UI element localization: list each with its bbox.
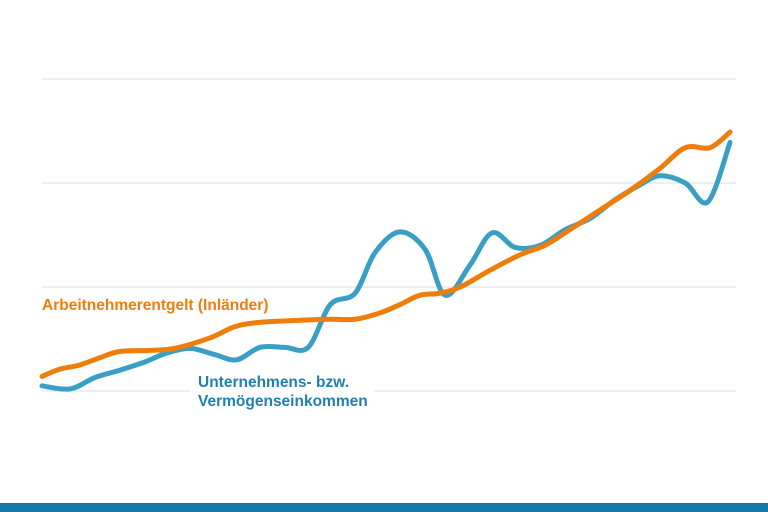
- series-label-line-1: Unternehmens- bzw.: [198, 374, 349, 391]
- series-label-unternehmenseinkommen: Unternehmens- bzw. Vermögenseinkommen: [190, 373, 374, 413]
- series-line-0: [39, 129, 733, 379]
- series-label-arbeitnehmerentgelt: Arbeitnehmerentgelt (Inländer): [42, 297, 269, 314]
- series-label-line-2: Vermögenseinkommen: [198, 393, 368, 410]
- footer-bar: [0, 503, 768, 512]
